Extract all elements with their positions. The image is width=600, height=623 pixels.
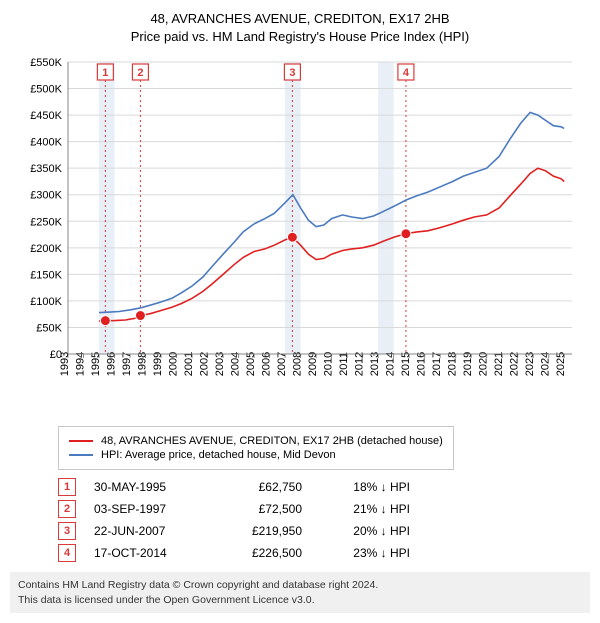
svg-text:£350K: £350K bbox=[30, 164, 62, 176]
svg-text:2016: 2016 bbox=[416, 352, 428, 376]
svg-text:1: 1 bbox=[102, 67, 108, 79]
svg-text:1993: 1993 bbox=[59, 352, 71, 376]
sales-row: 2 03-SEP-1997 £72,500 21% ↓ HPI bbox=[58, 500, 570, 518]
svg-text:2: 2 bbox=[137, 67, 143, 79]
svg-text:£100K: £100K bbox=[30, 296, 62, 308]
svg-text:2009: 2009 bbox=[307, 352, 319, 376]
sale-price: £226,500 bbox=[222, 546, 302, 560]
footer-line1: Contains HM Land Registry data © Crown c… bbox=[18, 578, 582, 592]
sale-diff: 20% ↓ HPI bbox=[320, 524, 410, 538]
svg-text:1999: 1999 bbox=[152, 352, 164, 376]
svg-text:1994: 1994 bbox=[75, 352, 87, 376]
sale-price: £219,950 bbox=[222, 524, 302, 538]
legend-label: 48, AVRANCHES AVENUE, CREDITON, EX17 2HB… bbox=[101, 435, 443, 447]
svg-text:£450K: £450K bbox=[30, 110, 62, 122]
svg-text:2019: 2019 bbox=[462, 352, 474, 376]
svg-text:£250K: £250K bbox=[30, 217, 62, 229]
svg-text:2001: 2001 bbox=[183, 352, 195, 376]
sale-diff: 18% ↓ HPI bbox=[320, 480, 410, 494]
legend-item: 48, AVRANCHES AVENUE, CREDITON, EX17 2HB… bbox=[69, 435, 443, 447]
svg-text:2007: 2007 bbox=[276, 352, 288, 376]
svg-text:2010: 2010 bbox=[323, 352, 335, 376]
svg-text:2012: 2012 bbox=[354, 352, 366, 376]
legend: 48, AVRANCHES AVENUE, CREDITON, EX17 2HB… bbox=[58, 426, 454, 470]
svg-text:2008: 2008 bbox=[292, 352, 304, 376]
sale-date: 30-MAY-1995 bbox=[94, 480, 204, 494]
sale-date: 03-SEP-1997 bbox=[94, 502, 204, 516]
sale-date: 22-JUN-2007 bbox=[94, 524, 204, 538]
svg-text:£50K: £50K bbox=[36, 323, 62, 335]
svg-text:2022: 2022 bbox=[509, 352, 521, 376]
legend-label: HPI: Average price, detached house, Mid … bbox=[101, 449, 336, 461]
sale-marker: 2 bbox=[58, 500, 76, 518]
sale-date: 17-OCT-2014 bbox=[94, 546, 204, 560]
svg-text:3: 3 bbox=[289, 67, 295, 79]
svg-text:2021: 2021 bbox=[493, 352, 505, 376]
svg-text:1996: 1996 bbox=[106, 352, 118, 376]
svg-text:£400K: £400K bbox=[30, 137, 62, 149]
sale-marker: 4 bbox=[58, 544, 76, 562]
svg-text:2014: 2014 bbox=[385, 352, 397, 376]
svg-text:£150K: £150K bbox=[30, 270, 62, 282]
svg-text:2002: 2002 bbox=[199, 352, 211, 376]
svg-text:1995: 1995 bbox=[90, 352, 102, 376]
footer-attribution: Contains HM Land Registry data © Crown c… bbox=[10, 572, 590, 612]
sale-price: £62,750 bbox=[222, 480, 302, 494]
title-address: 48, AVRANCHES AVENUE, CREDITON, EX17 2HB bbox=[10, 10, 590, 28]
svg-text:2005: 2005 bbox=[245, 352, 257, 376]
svg-text:2006: 2006 bbox=[261, 352, 273, 376]
legend-swatch bbox=[69, 454, 93, 456]
sales-table: 1 30-MAY-1995 £62,750 18% ↓ HPI 2 03-SEP-1997… bbox=[58, 478, 570, 562]
sale-diff: 23% ↓ HPI bbox=[320, 546, 410, 560]
sales-row: 4 17-OCT-2014 £226,500 23% ↓ HPI bbox=[58, 544, 570, 562]
svg-text:2025: 2025 bbox=[555, 352, 567, 376]
sale-price: £72,500 bbox=[222, 502, 302, 516]
title-subtitle: Price paid vs. HM Land Registry's House … bbox=[10, 28, 590, 46]
title-block: 48, AVRANCHES AVENUE, CREDITON, EX17 2HB… bbox=[10, 10, 590, 46]
sale-marker: 1 bbox=[58, 478, 76, 496]
svg-text:2003: 2003 bbox=[214, 352, 226, 376]
svg-text:£550K: £550K bbox=[30, 57, 62, 69]
svg-text:£200K: £200K bbox=[30, 243, 62, 255]
svg-text:2023: 2023 bbox=[524, 352, 536, 376]
sales-row: 1 30-MAY-1995 £62,750 18% ↓ HPI bbox=[58, 478, 570, 496]
legend-item: HPI: Average price, detached house, Mid … bbox=[69, 449, 443, 461]
footer-line2: This data is licensed under the Open Gov… bbox=[18, 593, 582, 607]
svg-text:4: 4 bbox=[403, 67, 410, 79]
svg-text:2013: 2013 bbox=[369, 352, 381, 376]
svg-text:2015: 2015 bbox=[400, 352, 412, 376]
price-chart: £0£50K£100K£150K£200K£250K£300K£350K£400… bbox=[20, 54, 580, 414]
legend-swatch bbox=[69, 440, 93, 442]
svg-text:1997: 1997 bbox=[121, 352, 133, 376]
sale-marker: 3 bbox=[58, 522, 76, 540]
svg-text:2004: 2004 bbox=[230, 352, 242, 376]
svg-text:2000: 2000 bbox=[168, 352, 180, 376]
svg-text:£300K: £300K bbox=[30, 190, 62, 202]
svg-text:2018: 2018 bbox=[447, 352, 459, 376]
sale-diff: 21% ↓ HPI bbox=[320, 502, 410, 516]
svg-text:2024: 2024 bbox=[540, 352, 552, 376]
svg-text:£500K: £500K bbox=[30, 84, 62, 96]
svg-text:1998: 1998 bbox=[137, 352, 149, 376]
sales-row: 3 22-JUN-2007 £219,950 20% ↓ HPI bbox=[58, 522, 570, 540]
svg-text:2017: 2017 bbox=[431, 352, 443, 376]
svg-text:2011: 2011 bbox=[338, 353, 350, 377]
svg-text:2020: 2020 bbox=[478, 352, 490, 376]
